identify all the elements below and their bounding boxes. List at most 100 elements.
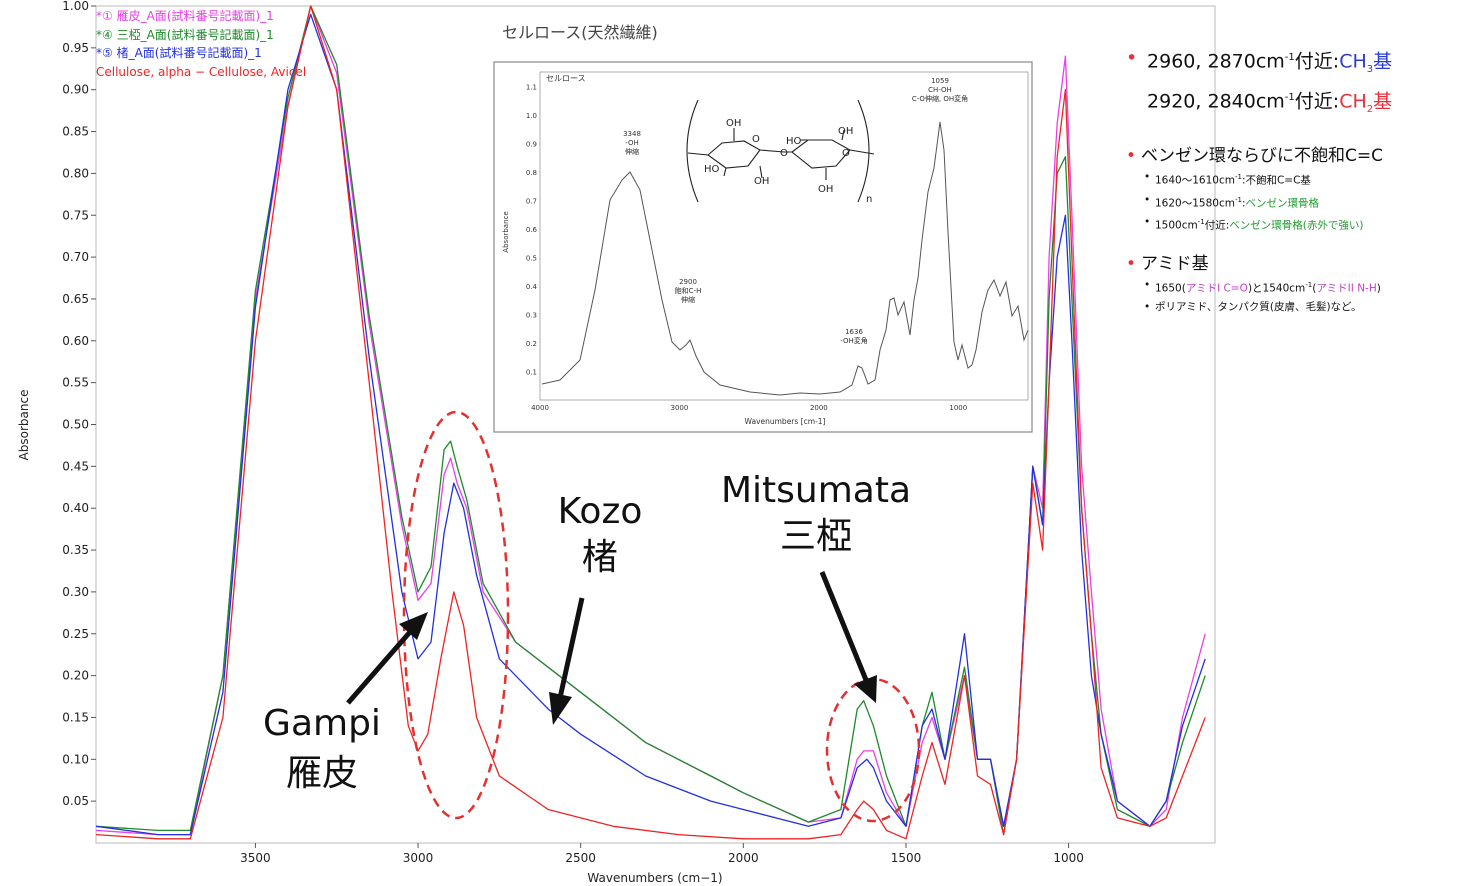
note-item: • 1620～1580cm-1:ベンゼン環骨格 bbox=[1144, 193, 1319, 210]
callout-gampi: Gampi 雁皮 bbox=[263, 703, 381, 794]
note-sub: 2 bbox=[1366, 104, 1374, 116]
legend-entry: *⑤ 楮_A面(試料番号記載面)_1 bbox=[96, 45, 262, 60]
structure-label: O bbox=[780, 148, 788, 159]
x-tick-label: 1000 bbox=[1053, 851, 1084, 865]
note-group: 基 bbox=[1373, 50, 1393, 73]
inset-y-tick-label: 0.3 bbox=[526, 311, 537, 319]
inset-y-tick-label: 0.2 bbox=[526, 340, 537, 348]
structure-label: OH bbox=[754, 176, 769, 187]
y-tick-label: 0.45 bbox=[62, 459, 89, 473]
y-tick-label: 0.40 bbox=[62, 501, 89, 515]
inset-y-tick-label: 0.8 bbox=[526, 169, 537, 177]
note-heading: ベンゼン環ならびに不飽和C=C bbox=[1141, 146, 1383, 167]
series-group bbox=[95, 5, 1206, 840]
x-tick-label: 1500 bbox=[891, 851, 922, 865]
callout-labels: Gampi 雁皮 Kozo 楮 Mitsumata 三椏 bbox=[263, 470, 911, 794]
note-benzene-heading: • ベンゼン環ならびに不飽和C=C bbox=[1125, 144, 1475, 168]
y-tick-label: 0.55 bbox=[62, 376, 89, 390]
y-tick-label: 0.75 bbox=[62, 208, 89, 222]
inset-y-tick-label: 0.7 bbox=[526, 197, 537, 205]
callout-kozo: Kozo 楮 bbox=[558, 491, 643, 578]
inset-cellulose-line bbox=[541, 121, 1029, 396]
x-axis-label: Wavenumbers (cm−1) bbox=[587, 871, 722, 885]
note-ch2: 2920, 2840cm-1付近:CH2基 bbox=[1125, 84, 1475, 124]
legend-entry: *④ 三椏_A面(試料番号記載面)_1 bbox=[96, 27, 274, 42]
x-tick-label: 3500 bbox=[240, 851, 271, 865]
structure-label: O bbox=[842, 148, 850, 159]
arrow-gampi bbox=[346, 630, 412, 705]
x-tick-label: 2000 bbox=[728, 851, 759, 865]
inset-y-tick-label: 0.4 bbox=[526, 283, 538, 291]
structure-label: HO bbox=[786, 136, 802, 147]
note-group: 基 bbox=[1373, 90, 1393, 113]
inset-plot-area bbox=[539, 71, 1029, 401]
x-tick-label: 2500 bbox=[565, 851, 596, 865]
y-tick-label: 0.60 bbox=[62, 334, 89, 348]
note-item: • ポリアミド、タンパク質(皮膚、毛髪)など。 bbox=[1144, 301, 1362, 314]
note-amide-heading: • アミド基 bbox=[1125, 252, 1475, 276]
inset-annotations: 3348 -OH 伸縮 2900 飽和C-H 伸縮 1636 -OH変角 1059 CH-O… bbox=[623, 77, 968, 345]
y-tick-label: 0.65 bbox=[62, 292, 89, 306]
note-group: CH bbox=[1339, 50, 1367, 73]
bullet-icon: • bbox=[1126, 47, 1138, 69]
inset-x-tick-label: 3000 bbox=[671, 404, 689, 412]
note-text: 付近: bbox=[1294, 50, 1340, 73]
x-tick-label: 3000 bbox=[403, 851, 434, 865]
legend: *① 雁皮_A面(試料番号記載面)_1 *④ 三椏_A面(試料番号記載面)_1 … bbox=[96, 8, 306, 79]
structure-labels: OH O HO O HO OH O HO OH OH n bbox=[704, 118, 872, 205]
structure-label: OH bbox=[726, 118, 741, 129]
note-item: • 1500cm-1付近:ベンゼン環骨格(赤外で強い) bbox=[1144, 216, 1364, 232]
y-tick-label: 0.35 bbox=[62, 543, 89, 557]
note-sub: 3 bbox=[1366, 64, 1374, 76]
callout-arrows bbox=[346, 571, 877, 725]
arrowhead-kozo bbox=[549, 692, 572, 725]
bullet-icon: • bbox=[1126, 253, 1137, 274]
note-item: • 1650(アミドI C=O)と1540cm-1(アミドII N-H) bbox=[1144, 278, 1381, 295]
inset-y-tick-label: 1.1 bbox=[526, 83, 537, 91]
y-tick-label: 0.15 bbox=[62, 710, 89, 724]
inset-x-tick-label: 2000 bbox=[810, 404, 828, 412]
y-tick-label: 0.95 bbox=[62, 41, 89, 55]
structure-label: n bbox=[866, 194, 872, 205]
structure-label: O bbox=[752, 134, 760, 145]
y-tick-label: 0.30 bbox=[62, 585, 89, 599]
y-tick-label: 1.00 bbox=[62, 0, 89, 13]
inset-annotation: 1059 CH-OH C-O伸縮, OH変角 bbox=[912, 77, 968, 103]
note-heading: アミド基 bbox=[1141, 253, 1209, 274]
note-group: CH bbox=[1339, 90, 1367, 113]
y-tick-label: 0.85 bbox=[62, 125, 89, 139]
y-tick-label: 0.25 bbox=[62, 627, 89, 641]
structure-label: HO bbox=[704, 164, 720, 175]
y-tick-label: 0.10 bbox=[62, 752, 89, 766]
structure-bonds bbox=[687, 128, 875, 180]
structure-label: OH bbox=[838, 126, 853, 137]
legend-entry: *① 雁皮_A面(試料番号記載面)_1 bbox=[96, 8, 274, 23]
structure-bracket-left bbox=[686, 99, 699, 203]
inset-x-tick-label: 4000 bbox=[531, 404, 549, 412]
inset-x-tick-label: 1000 bbox=[949, 404, 967, 412]
structure-bracket-right bbox=[857, 99, 870, 203]
y-tick-label: 0.80 bbox=[62, 166, 89, 180]
inset-x-label: Wavenumbers [cm-1] bbox=[745, 417, 826, 426]
y-axis: 1.00 0.95 0.90 0.85 0.80 0.75 0.70 0.65 0.60 0.55… bbox=[62, 0, 96, 808]
structure-label: OH bbox=[818, 184, 833, 195]
y-tick-label: 0.50 bbox=[62, 418, 89, 432]
side-notes: • 2960, 2870cm-1付近:CH3基 2920, 2840cm-1付近… bbox=[1125, 44, 1475, 317]
callout-mitsumata: Mitsumata 三椏 bbox=[721, 470, 911, 557]
note-text: 2960, 2870cm bbox=[1147, 50, 1285, 73]
y-tick-label: 0.20 bbox=[62, 669, 89, 683]
y-tick-label: 0.70 bbox=[62, 250, 89, 264]
note-text: 2920, 2840cm bbox=[1147, 90, 1285, 113]
series-line-2 bbox=[95, 5, 1206, 836]
note-item: • 1640～1610cm-1:不飽和C=C基 bbox=[1144, 171, 1311, 187]
inset-y-tick-label: 0.9 bbox=[526, 140, 537, 148]
inset-title: セルロース bbox=[546, 74, 586, 83]
arrowhead-gampi bbox=[399, 612, 428, 640]
inset-y-label: Absorbance bbox=[502, 211, 510, 252]
arrow-mitsumata bbox=[819, 571, 869, 681]
series-line-3 bbox=[95, 13, 1206, 836]
inset-annotation: 1636 -OH変角 bbox=[840, 328, 868, 345]
note-ch3: • 2960, 2870cm-1付近:CH3基 bbox=[1125, 44, 1475, 84]
inset-frame bbox=[493, 61, 1033, 433]
